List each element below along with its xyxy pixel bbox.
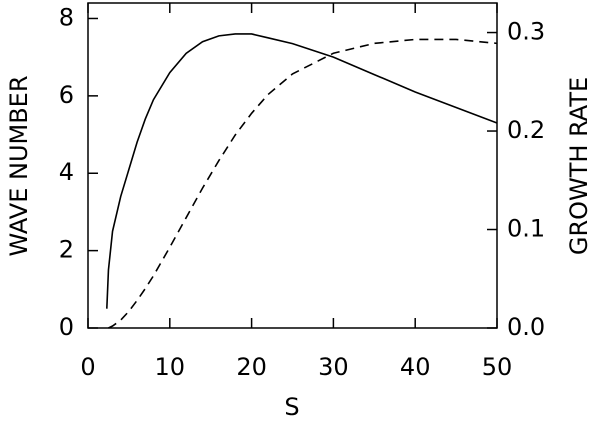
x-axis-label: S: [284, 393, 299, 421]
x-tick-label: 10: [155, 353, 186, 381]
data-line: [106, 33, 498, 309]
y-tick-label: 0: [59, 313, 74, 341]
y-tick-label: 4: [59, 158, 74, 186]
x-tick-label: 30: [318, 353, 349, 381]
y2-tick-label: 0.0: [507, 313, 545, 341]
y-tick-label: 8: [59, 3, 74, 31]
y2-tick-label: 0.2: [507, 116, 545, 144]
y-tick-label: 2: [59, 236, 74, 264]
y-axis-label: WAVE NUMBER: [5, 75, 33, 256]
x-tick-label: 20: [236, 353, 267, 381]
y2-tick-label: 0.3: [507, 18, 545, 46]
y-tick-label: 6: [59, 81, 74, 109]
x-tick-label: 40: [400, 353, 431, 381]
data-line: [108, 38, 498, 329]
x-tick-label: 50: [482, 353, 513, 381]
plot-frame: [87, 2, 498, 329]
y2-tick-label: 0.1: [507, 215, 545, 243]
x-tick-label: 0: [80, 353, 95, 381]
y2-axis-label: GROWTH RATE: [565, 77, 593, 255]
